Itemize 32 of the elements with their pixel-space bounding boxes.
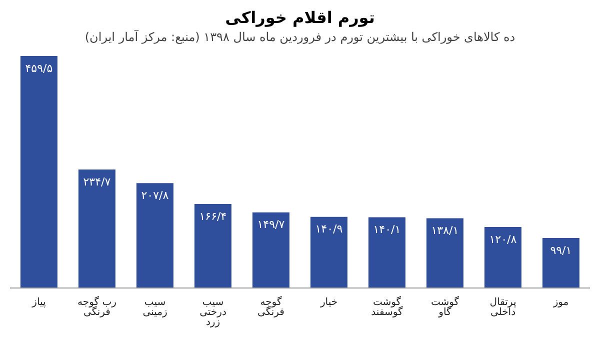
data-label: ۱۶۶/۴ bbox=[199, 210, 227, 223]
x-tick-label: پرتقال داخلی bbox=[490, 297, 516, 318]
bar bbox=[368, 217, 406, 288]
data-label: ۲۰۷/۸ bbox=[141, 188, 169, 202]
data-label: ۱۴۰/۱ bbox=[373, 223, 401, 236]
data-label: ۲۳۴/۷ bbox=[83, 175, 111, 188]
x-tick-label: سیب درختی زرد bbox=[200, 297, 226, 328]
bar bbox=[426, 218, 464, 288]
bar bbox=[252, 212, 290, 288]
data-label: ۴۵۹/۵ bbox=[25, 62, 53, 75]
data-label: ۱۴۹/۷ bbox=[257, 218, 285, 232]
chart-title: تورم اقلام خوراکی bbox=[224, 8, 376, 29]
bar bbox=[484, 227, 522, 288]
x-tick-label: موز bbox=[552, 297, 569, 308]
x-tick-label: گوشت گاو bbox=[430, 296, 460, 318]
bar bbox=[78, 170, 116, 288]
x-tick-label: گوجه فرنگی bbox=[258, 296, 285, 318]
x-tick-label: گوشت گوسفند bbox=[371, 296, 404, 318]
data-label: ۱۳۸/۱ bbox=[431, 224, 459, 238]
bar bbox=[136, 183, 174, 288]
data-label: ۹۹/۱ bbox=[550, 244, 572, 257]
bar bbox=[310, 216, 348, 288]
data-label: ۱۲۰/۸ bbox=[489, 232, 517, 246]
x-tick-label: خیار bbox=[319, 297, 338, 308]
data-label: ۱۴۰/۹ bbox=[315, 222, 343, 236]
bar bbox=[20, 56, 58, 288]
chart-subtitle: ده کالاهای خوراکی با بیشترین تورم در فروردین ماه سال ۱۳۹۸ (منبع: مرکز آمار ایران) bbox=[84, 30, 516, 46]
x-tick-label: سیب زمینی bbox=[142, 297, 168, 318]
x-tick-label: رب گوجه فرنگی bbox=[78, 296, 117, 318]
bar bbox=[542, 238, 580, 288]
x-tick-label: پیاز bbox=[31, 297, 46, 308]
bar bbox=[194, 204, 232, 288]
